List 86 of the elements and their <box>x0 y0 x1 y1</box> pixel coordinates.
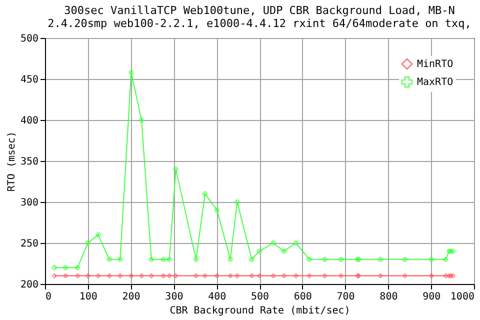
point <box>281 248 286 254</box>
point <box>429 273 434 278</box>
point <box>128 70 134 75</box>
x-tick-label: 600 <box>294 292 312 302</box>
point <box>148 256 154 262</box>
x-tick-label: 400 <box>208 292 226 302</box>
point <box>160 256 166 262</box>
point <box>378 256 383 262</box>
point <box>228 256 233 262</box>
point <box>139 118 144 122</box>
point <box>106 256 112 262</box>
point <box>96 232 101 238</box>
y-tick-label: 400 <box>20 116 38 126</box>
point <box>450 273 456 278</box>
y-tick-label: 500 <box>20 34 38 44</box>
point <box>306 273 312 278</box>
point <box>322 273 328 278</box>
point <box>443 273 448 278</box>
point <box>429 256 434 262</box>
x-tick-label: 500 <box>250 292 270 302</box>
line-series <box>52 70 456 270</box>
point <box>160 273 166 278</box>
x-tick-label: 0 <box>46 292 52 302</box>
point <box>306 256 312 262</box>
point <box>173 273 178 278</box>
point <box>202 273 208 278</box>
point <box>249 273 254 278</box>
x-tick-label: 800 <box>380 292 398 302</box>
legend-label: MinRTO <box>417 59 454 70</box>
point <box>234 273 240 278</box>
point <box>228 273 233 278</box>
y-axis-title: RTO (msec) <box>6 131 18 192</box>
point <box>214 273 220 278</box>
x-tick-label: 100 <box>79 292 98 302</box>
point <box>166 273 172 278</box>
point <box>322 256 328 262</box>
y-tick-label: 250 <box>20 238 38 250</box>
point <box>378 273 383 278</box>
point <box>443 256 448 262</box>
point <box>338 273 344 278</box>
point <box>257 248 262 254</box>
point <box>173 166 178 172</box>
point <box>63 265 68 270</box>
point <box>85 273 90 278</box>
point <box>118 273 123 278</box>
x-tick-label: 1000 <box>450 292 474 302</box>
point <box>293 240 298 246</box>
y-tick-label: 350 <box>20 156 38 168</box>
point <box>63 273 68 278</box>
point <box>270 240 276 246</box>
chart-title: 300sec VanillaTCP Web100tune, UDP CBR Background Load, MB-N 2.4.20smp web100-2.2.1, e1000-4.4.12 rxint 64/64moderate on txq, <box>48 4 472 30</box>
point <box>166 256 172 262</box>
point <box>214 208 220 213</box>
point <box>450 248 456 254</box>
point <box>194 256 199 262</box>
x-tick-label: 300 <box>165 292 184 302</box>
y-tick-label: 300 <box>20 198 38 208</box>
point <box>257 273 262 278</box>
point <box>118 256 123 262</box>
point <box>148 273 154 278</box>
point <box>293 273 298 278</box>
point <box>402 256 408 262</box>
point <box>338 256 344 262</box>
x-tick-label: 200 <box>122 292 140 302</box>
point <box>249 256 254 262</box>
point <box>96 273 101 278</box>
y-tick-label: 200 <box>20 280 38 290</box>
point <box>402 273 408 278</box>
x-axis-title: CBR Background Rate (mbit/sec) <box>170 306 350 316</box>
point <box>128 273 134 278</box>
point <box>202 191 208 196</box>
point <box>139 273 144 278</box>
point <box>194 273 199 278</box>
y-tick-label: 450 <box>20 74 38 86</box>
x-tick-label: 900 <box>422 292 441 302</box>
point <box>52 273 57 278</box>
point <box>281 273 286 278</box>
point <box>75 273 80 278</box>
point <box>106 273 112 278</box>
point <box>234 200 240 204</box>
point <box>270 273 276 278</box>
point <box>75 265 80 270</box>
x-tick-label: 700 <box>336 292 355 302</box>
legend-label: MaxRTO <box>417 77 454 88</box>
point <box>85 240 90 246</box>
point <box>52 265 57 270</box>
